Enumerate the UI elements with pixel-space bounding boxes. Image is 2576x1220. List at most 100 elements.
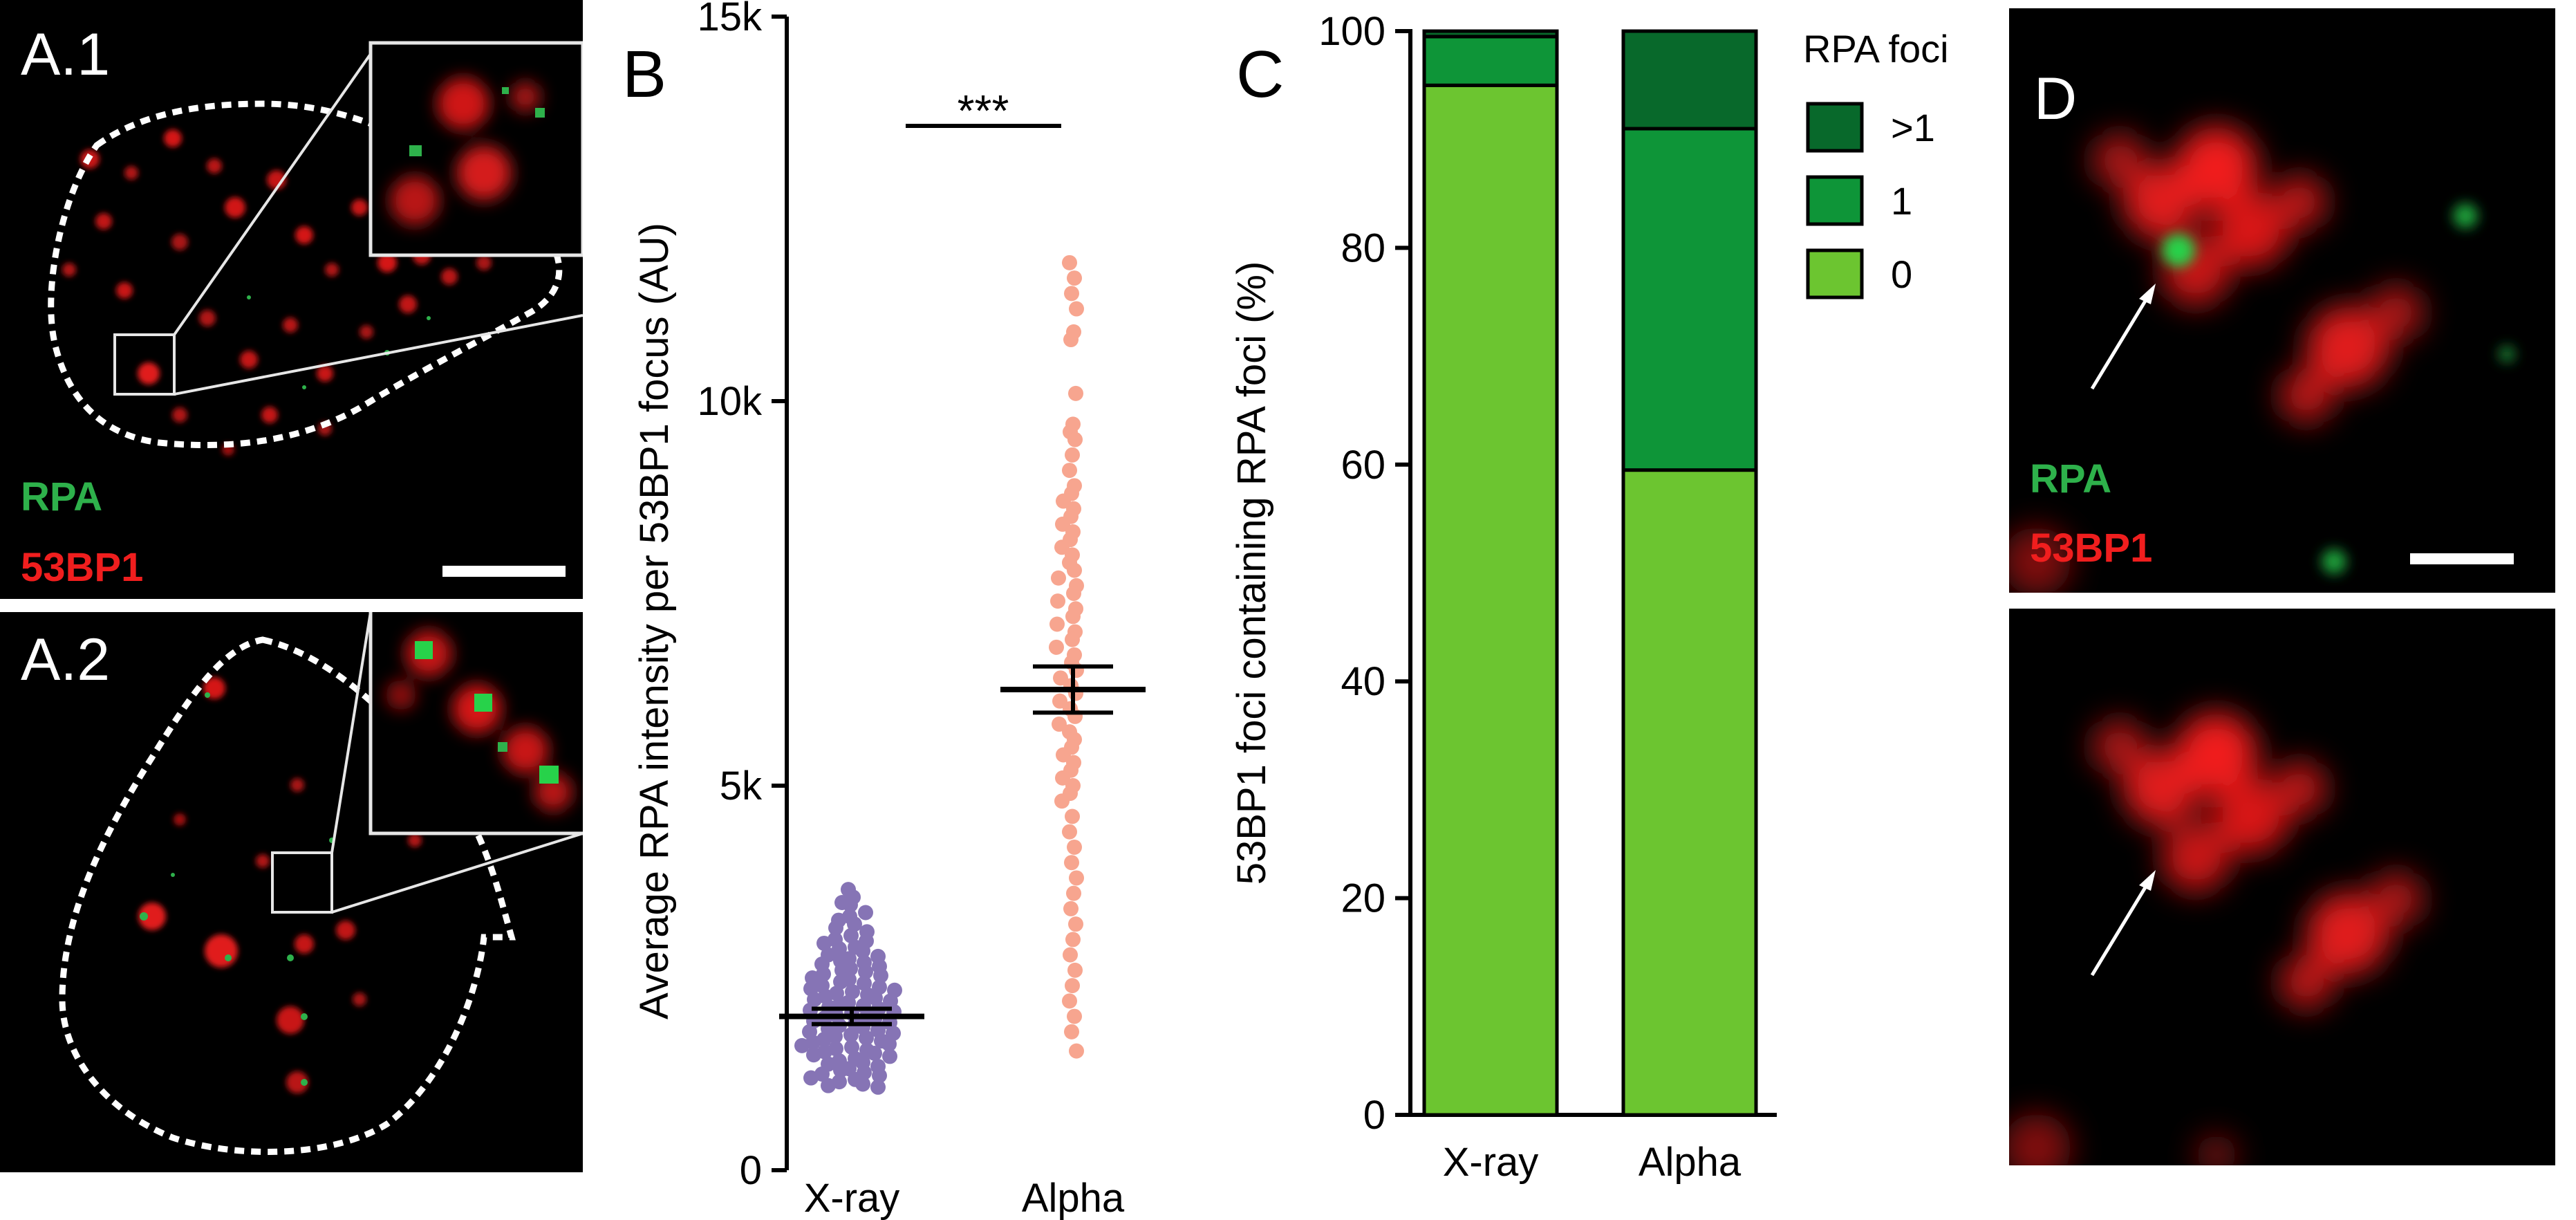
micrograph-a1-drawing: A.1 RPA 53BP1 — [21, 21, 583, 590]
a1-foci — [62, 129, 492, 456]
micrograph-a2-drawing: A.2 — [21, 612, 583, 1155]
c-axes: 0 20 40 60 80 100 53BP1 foci containing RPA fo… — [1229, 9, 1777, 1185]
c-legend-swatch — [1806, 175, 1864, 226]
d-scale-bar — [2410, 553, 2514, 564]
c-bars — [1422, 29, 1758, 1117]
b-data-point — [833, 974, 848, 990]
b-data-point — [872, 1068, 887, 1084]
b-data-point — [1065, 631, 1080, 647]
b-data-point — [1054, 539, 1070, 555]
c-y-tick-label: 60 — [1341, 443, 1385, 488]
micrograph-d-bottom — [2009, 609, 2555, 1165]
b-data-point — [859, 1030, 874, 1046]
c-legend-title: RPA foci — [1803, 27, 1949, 71]
b-data-point — [1065, 447, 1080, 463]
c-y-tick-label: 100 — [1318, 9, 1385, 54]
c-legend: RPA foci >1 1 0 — [1803, 27, 1949, 299]
c-bar-segment — [1621, 127, 1758, 472]
c-bar-segment — [1422, 83, 1559, 1117]
b-data-point — [843, 1027, 859, 1043]
b-data-point — [1067, 432, 1083, 447]
b-x-tick-label: X-ray — [804, 1176, 900, 1220]
b-y-axis-label: Average RPA intensity per 53BP1 focus (A… — [632, 223, 677, 1019]
b-data-point — [857, 975, 872, 991]
b-data-point — [1066, 586, 1081, 601]
a2-zoom-line-bottom — [331, 832, 583, 914]
b-data-point — [1052, 693, 1067, 709]
b-data-point — [1064, 286, 1079, 302]
b-data-point — [1069, 301, 1084, 317]
micrograph-a2: A.2 — [0, 612, 583, 1172]
b-data-point — [1062, 255, 1077, 270]
c-legend-label: 0 — [1891, 252, 1912, 296]
c-legend-label: >1 — [1891, 106, 1935, 149]
c-y-tick-label: 20 — [1341, 876, 1385, 921]
b-data-point — [882, 1048, 897, 1064]
micrograph-d-top-drawing: D RPA 53BP1 — [2009, 66, 2515, 593]
a1-legend-rpa: RPA — [21, 474, 102, 519]
c-x-tick-label: Alpha — [1639, 1140, 1742, 1185]
c-bar-segment — [1422, 29, 1559, 39]
b-points — [794, 255, 1084, 1095]
panel-label-a1: A.1 — [21, 21, 110, 88]
b-data-point — [1055, 770, 1070, 786]
b-data-point — [1069, 1043, 1084, 1059]
panel-label-c: C — [1236, 37, 1284, 111]
b-data-point — [858, 905, 873, 921]
c-bar-segment — [1621, 468, 1758, 1117]
b-data-point — [1056, 493, 1071, 509]
chart-c: C 0 20 40 60 80 100 53BP1 foci containing RPA … — [1229, 9, 1949, 1185]
b-data-point — [847, 916, 862, 932]
c-y-tick-label: 0 — [1363, 1093, 1385, 1138]
d-top-arrowhead — [2139, 284, 2156, 304]
micrograph-a1: A.1 RPA 53BP1 — [0, 0, 583, 599]
b-data-point — [843, 927, 859, 943]
b-data-point — [1066, 885, 1081, 901]
b-data-point — [832, 941, 847, 956]
b-data-point — [1049, 616, 1065, 632]
b-data-point — [1064, 1024, 1079, 1039]
c-legend-swatch — [1806, 102, 1864, 153]
b-data-point — [1067, 839, 1082, 855]
c-y-tick-label: 80 — [1341, 225, 1385, 270]
b-data-point — [1067, 1008, 1082, 1024]
b-data-point — [1063, 332, 1079, 348]
b-data-point — [1068, 916, 1083, 932]
a2-zoom-line-top — [330, 612, 372, 853]
panel-label-a2: A.2 — [21, 627, 110, 693]
b-data-point — [867, 1045, 882, 1061]
b-data-point — [794, 1037, 810, 1053]
b-data-point — [844, 1039, 859, 1055]
a2-inset — [368, 612, 583, 835]
b-x-tick-label: Alpha — [1022, 1176, 1125, 1220]
b-data-point — [1068, 385, 1083, 401]
micrograph-d-bottom-drawing — [2009, 712, 2424, 1165]
c-bar-segment — [1621, 29, 1758, 131]
d-bottom-foci — [2009, 712, 2424, 1165]
b-data-point — [1062, 824, 1077, 840]
a1-zoom-line-top — [173, 53, 372, 336]
d-bottom-arrow — [2090, 877, 2153, 977]
b-data-point — [881, 1036, 897, 1052]
d-top-arrow — [2090, 290, 2153, 390]
micrograph-d-top: D RPA 53BP1 — [2009, 8, 2555, 593]
b-data-point — [1067, 562, 1082, 578]
b-data-point — [1065, 932, 1081, 948]
b-y-tick-label: 5k — [720, 764, 763, 808]
panel-label-d: D — [2034, 66, 2077, 132]
b-data-point — [803, 1070, 819, 1086]
b-y-tick-label: 10k — [697, 379, 763, 424]
b-data-point — [1063, 947, 1078, 963]
panel-label-b: B — [622, 37, 666, 111]
b-data-point — [1049, 639, 1064, 655]
b-data-point — [855, 1076, 870, 1092]
a1-zoom-box — [113, 333, 176, 396]
b-stats: *** — [779, 86, 1146, 1026]
b-data-point — [1055, 516, 1070, 532]
c-legend-label: 1 — [1891, 179, 1912, 223]
b-data-point — [1064, 855, 1079, 871]
b-data-point — [816, 935, 832, 951]
b-data-point — [1054, 793, 1070, 809]
b-data-point — [834, 895, 850, 911]
b-data-point — [1050, 593, 1065, 609]
